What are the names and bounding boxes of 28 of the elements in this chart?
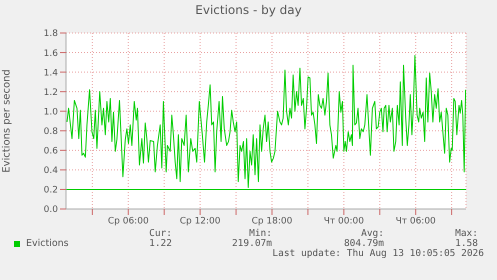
text: 219.07m xyxy=(232,238,272,249)
y-tick-label: 0.4 xyxy=(44,166,58,176)
y-tick-label: 1.0 xyxy=(44,107,58,118)
text: 1.22 xyxy=(149,238,172,249)
text: Avg: xyxy=(361,228,384,239)
text: Min: xyxy=(249,228,272,239)
x-tick-label: Ср 06:00 xyxy=(108,216,149,226)
y-tick-label: 1.2 xyxy=(44,88,58,98)
text: Cur: xyxy=(149,228,172,239)
y-tick-label: 0.0 xyxy=(44,205,58,216)
y-tick-label: 0.6 xyxy=(44,146,58,157)
x-tick-label: Чт 00:00 xyxy=(324,216,364,226)
text: Last update: Thu Aug 13 10:05:05 2026 xyxy=(272,248,484,259)
y-tick-label: 1.8 xyxy=(44,29,58,40)
chart-title: Evictions - by day xyxy=(194,3,303,17)
y-tick-label: 0.2 xyxy=(44,186,58,196)
x-tick-label: Ср 18:00 xyxy=(252,216,293,226)
y-tick-label: 1.4 xyxy=(44,68,58,78)
text: 1.58 xyxy=(455,238,478,249)
y-tick-label: 1.6 xyxy=(44,48,58,59)
x-tick-label: Чт 06:00 xyxy=(396,216,436,226)
text: Max: xyxy=(455,228,478,239)
y-axis-title: Evictions per second xyxy=(2,69,13,173)
y-tick-label: 0.8 xyxy=(44,126,58,137)
text: 804.79m xyxy=(344,238,384,249)
line-series xyxy=(66,54,466,188)
legend-label: Evictions xyxy=(26,238,69,249)
x-tick-label: Ср 12:00 xyxy=(180,216,221,226)
